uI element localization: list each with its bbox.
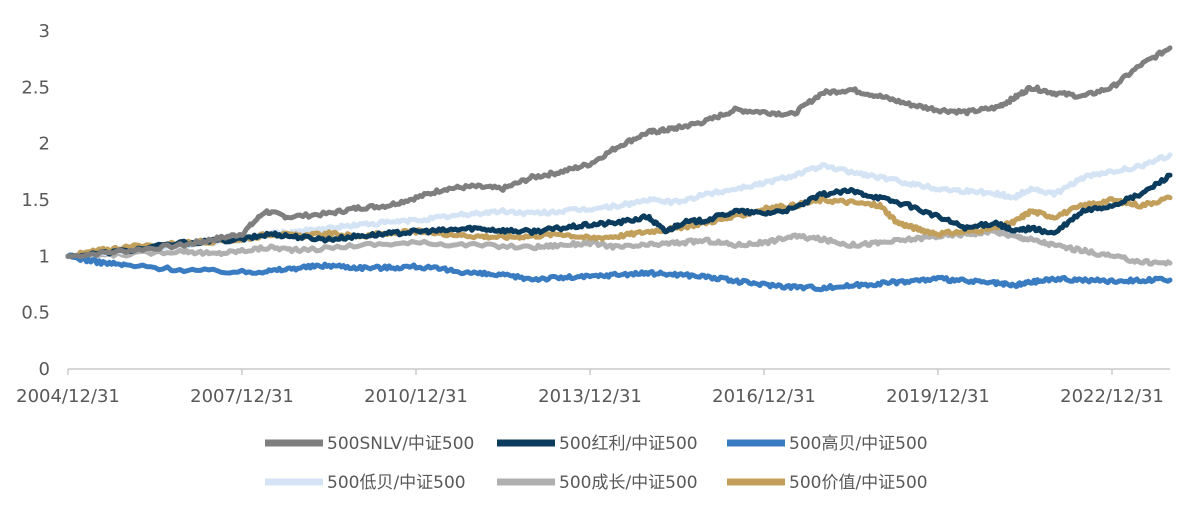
- series-line-4: [65, 227, 1173, 267]
- series-line-3: [65, 152, 1173, 260]
- y-tick-label: 1: [39, 246, 50, 267]
- series-line-1: [65, 172, 1173, 260]
- y-tick-label: 2.5: [21, 77, 50, 98]
- y-tick-label: 3: [39, 21, 50, 42]
- legend-label: 500SNLV/中证500: [327, 434, 474, 454]
- legend: 500SNLV/中证500 500红利/中证500 500高贝/中证500 500低贝…: [265, 434, 928, 493]
- y-tick-label: 0: [39, 359, 50, 380]
- legend-label: 500价值/中证500: [789, 473, 928, 493]
- y-axis: 0 0.5 1 1.5 2 2.5 3: [21, 21, 50, 380]
- legend-label: 500低贝/中证500: [327, 473, 466, 493]
- legend-item: 500成长/中证500: [497, 473, 698, 493]
- series-line-2: [65, 252, 1173, 293]
- x-tick-label: 2004/12/31: [16, 386, 120, 407]
- legend-label: 500成长/中证500: [559, 473, 698, 493]
- legend-item: 500红利/中证500: [497, 434, 698, 454]
- x-tick-label: 2010/12/31: [364, 386, 468, 407]
- y-tick-label: 1.5: [21, 190, 50, 211]
- legend-item: 500低贝/中证500: [265, 473, 466, 493]
- x-tick-label: 2022/12/31: [1060, 386, 1164, 407]
- legend-item: 500高贝/中证500: [727, 434, 928, 454]
- y-tick-label: 2: [39, 134, 50, 155]
- series-line-0: [65, 45, 1173, 260]
- x-tick-label: 2013/12/31: [538, 386, 642, 407]
- legend-item: 500价值/中证500: [727, 473, 928, 493]
- legend-label: 500高贝/中证500: [789, 434, 928, 454]
- x-axis: 2004/12/31 2007/12/31 2010/12/31 2013/12/31…: [16, 368, 1170, 407]
- x-tick-label: 2019/12/31: [886, 386, 990, 407]
- y-tick-label: 0.5: [21, 303, 50, 324]
- x-tick-label: 2007/12/31: [190, 386, 294, 407]
- legend-label: 500红利/中证500: [559, 434, 698, 454]
- x-tick-label: 2016/12/31: [712, 386, 816, 407]
- series-layer: [65, 45, 1173, 293]
- legend-item: 500SNLV/中证500: [265, 434, 474, 454]
